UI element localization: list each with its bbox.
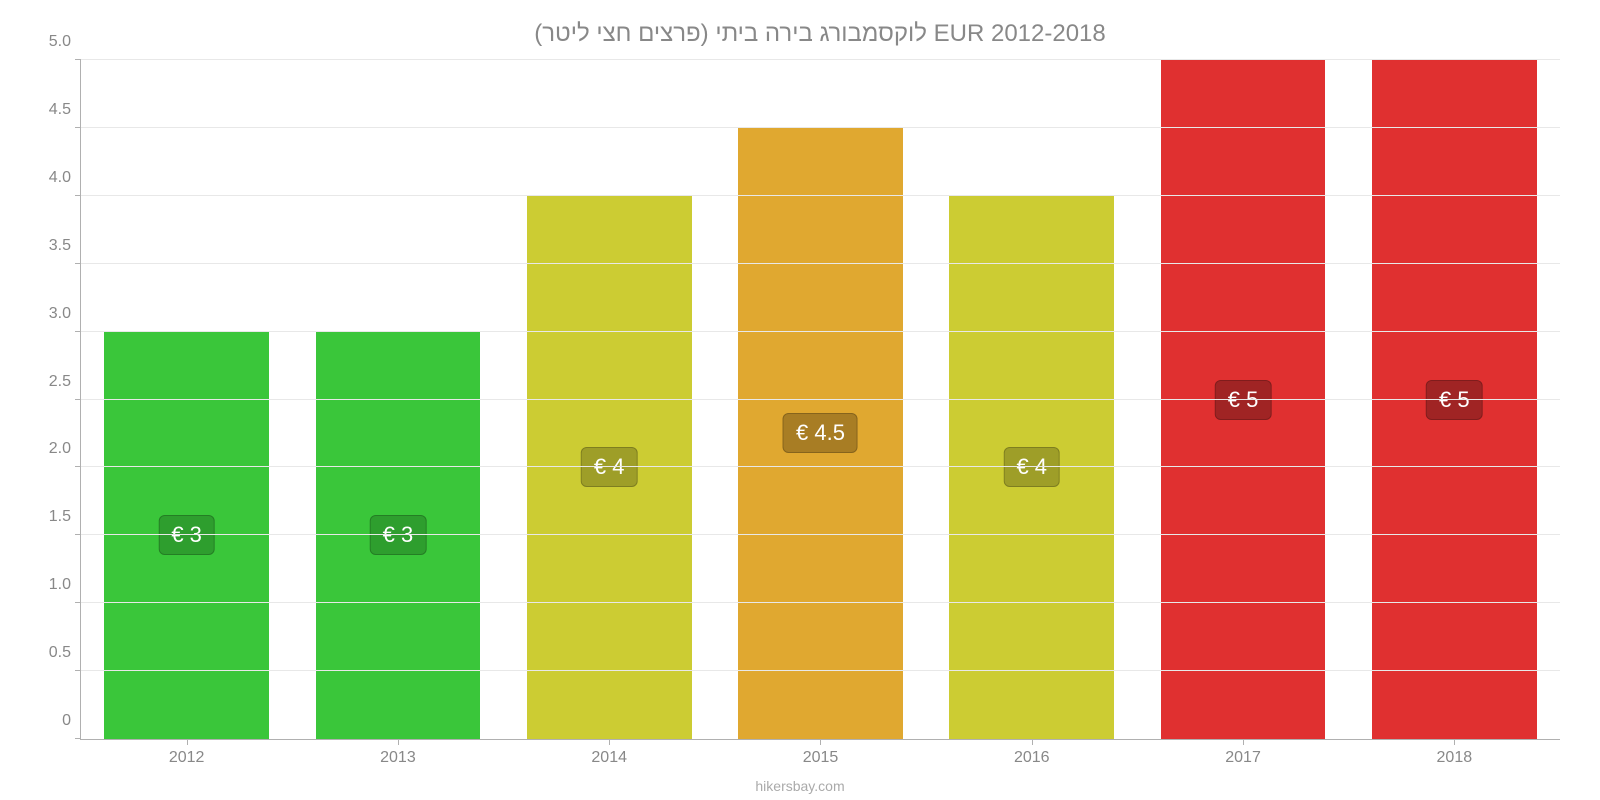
attribution-text: hikersbay.com bbox=[755, 778, 844, 794]
y-tick-label: 5.0 bbox=[49, 33, 81, 51]
bar-value-label: € 5 bbox=[1215, 380, 1272, 420]
bar-slot: € 52018 bbox=[1349, 60, 1560, 739]
y-tick-mark bbox=[75, 466, 81, 467]
x-tick-mark bbox=[1454, 739, 1455, 745]
bar-slot: € 32013 bbox=[292, 60, 503, 739]
y-tick-mark bbox=[75, 331, 81, 332]
y-tick-label: 4.5 bbox=[49, 101, 81, 119]
y-tick-label: 0.5 bbox=[49, 644, 81, 662]
y-tick-mark bbox=[75, 127, 81, 128]
y-tick-mark bbox=[75, 263, 81, 264]
gridline bbox=[81, 602, 1560, 603]
chart-title: לוקסמבורג בירה ביתי (פרצים חצי ליטר) EUR… bbox=[80, 20, 1560, 48]
bar: € 5 bbox=[1161, 60, 1326, 739]
gridline bbox=[81, 331, 1560, 332]
y-tick-label: 2.5 bbox=[49, 373, 81, 391]
bar-slot: € 52017 bbox=[1137, 60, 1348, 739]
x-tick-mark bbox=[1032, 739, 1033, 745]
y-tick-label: 1.0 bbox=[49, 576, 81, 594]
bar-value-label: € 5 bbox=[1426, 380, 1483, 420]
bar: € 4 bbox=[527, 196, 692, 739]
x-tick-mark bbox=[398, 739, 399, 745]
gridline bbox=[81, 466, 1560, 467]
y-tick-mark bbox=[75, 670, 81, 671]
y-tick-label: 4.0 bbox=[49, 169, 81, 187]
bar: € 4 bbox=[949, 196, 1114, 739]
bar-slot: € 42014 bbox=[504, 60, 715, 739]
y-tick-mark bbox=[75, 59, 81, 60]
plot-area: € 32012€ 32013€ 42014€ 4.52015€ 42016€ 5… bbox=[80, 60, 1560, 740]
bar-value-label: € 4 bbox=[581, 447, 638, 487]
bar-slot: € 32012 bbox=[81, 60, 292, 739]
y-tick-label: 3.0 bbox=[49, 305, 81, 323]
y-tick-mark bbox=[75, 534, 81, 535]
y-tick-label: 3.5 bbox=[49, 237, 81, 255]
bar-slot: € 42016 bbox=[926, 60, 1137, 739]
x-tick-mark bbox=[187, 739, 188, 745]
y-tick-label: 0 bbox=[62, 712, 81, 730]
gridline bbox=[81, 195, 1560, 196]
x-tick-mark bbox=[609, 739, 610, 745]
y-tick-mark bbox=[75, 738, 81, 739]
chart-container: לוקסמבורג בירה ביתי (פרצים חצי ליטר) EUR… bbox=[0, 0, 1600, 800]
gridline bbox=[81, 399, 1560, 400]
y-tick-label: 1.5 bbox=[49, 508, 81, 526]
y-tick-label: 2.0 bbox=[49, 440, 81, 458]
bar-slot: € 4.52015 bbox=[715, 60, 926, 739]
gridline bbox=[81, 127, 1560, 128]
bar: € 5 bbox=[1372, 60, 1537, 739]
y-tick-mark bbox=[75, 195, 81, 196]
bar-value-label: € 4 bbox=[1003, 447, 1060, 487]
gridline bbox=[81, 263, 1560, 264]
gridline bbox=[81, 670, 1560, 671]
y-tick-mark bbox=[75, 399, 81, 400]
bars-row: € 32012€ 32013€ 42014€ 4.52015€ 42016€ 5… bbox=[81, 60, 1560, 739]
gridline bbox=[81, 59, 1560, 60]
bar-value-label: € 4.5 bbox=[783, 413, 858, 453]
bar: € 4.5 bbox=[738, 128, 903, 739]
x-tick-mark bbox=[820, 739, 821, 745]
y-tick-mark bbox=[75, 602, 81, 603]
x-tick-mark bbox=[1243, 739, 1244, 745]
gridline bbox=[81, 534, 1560, 535]
